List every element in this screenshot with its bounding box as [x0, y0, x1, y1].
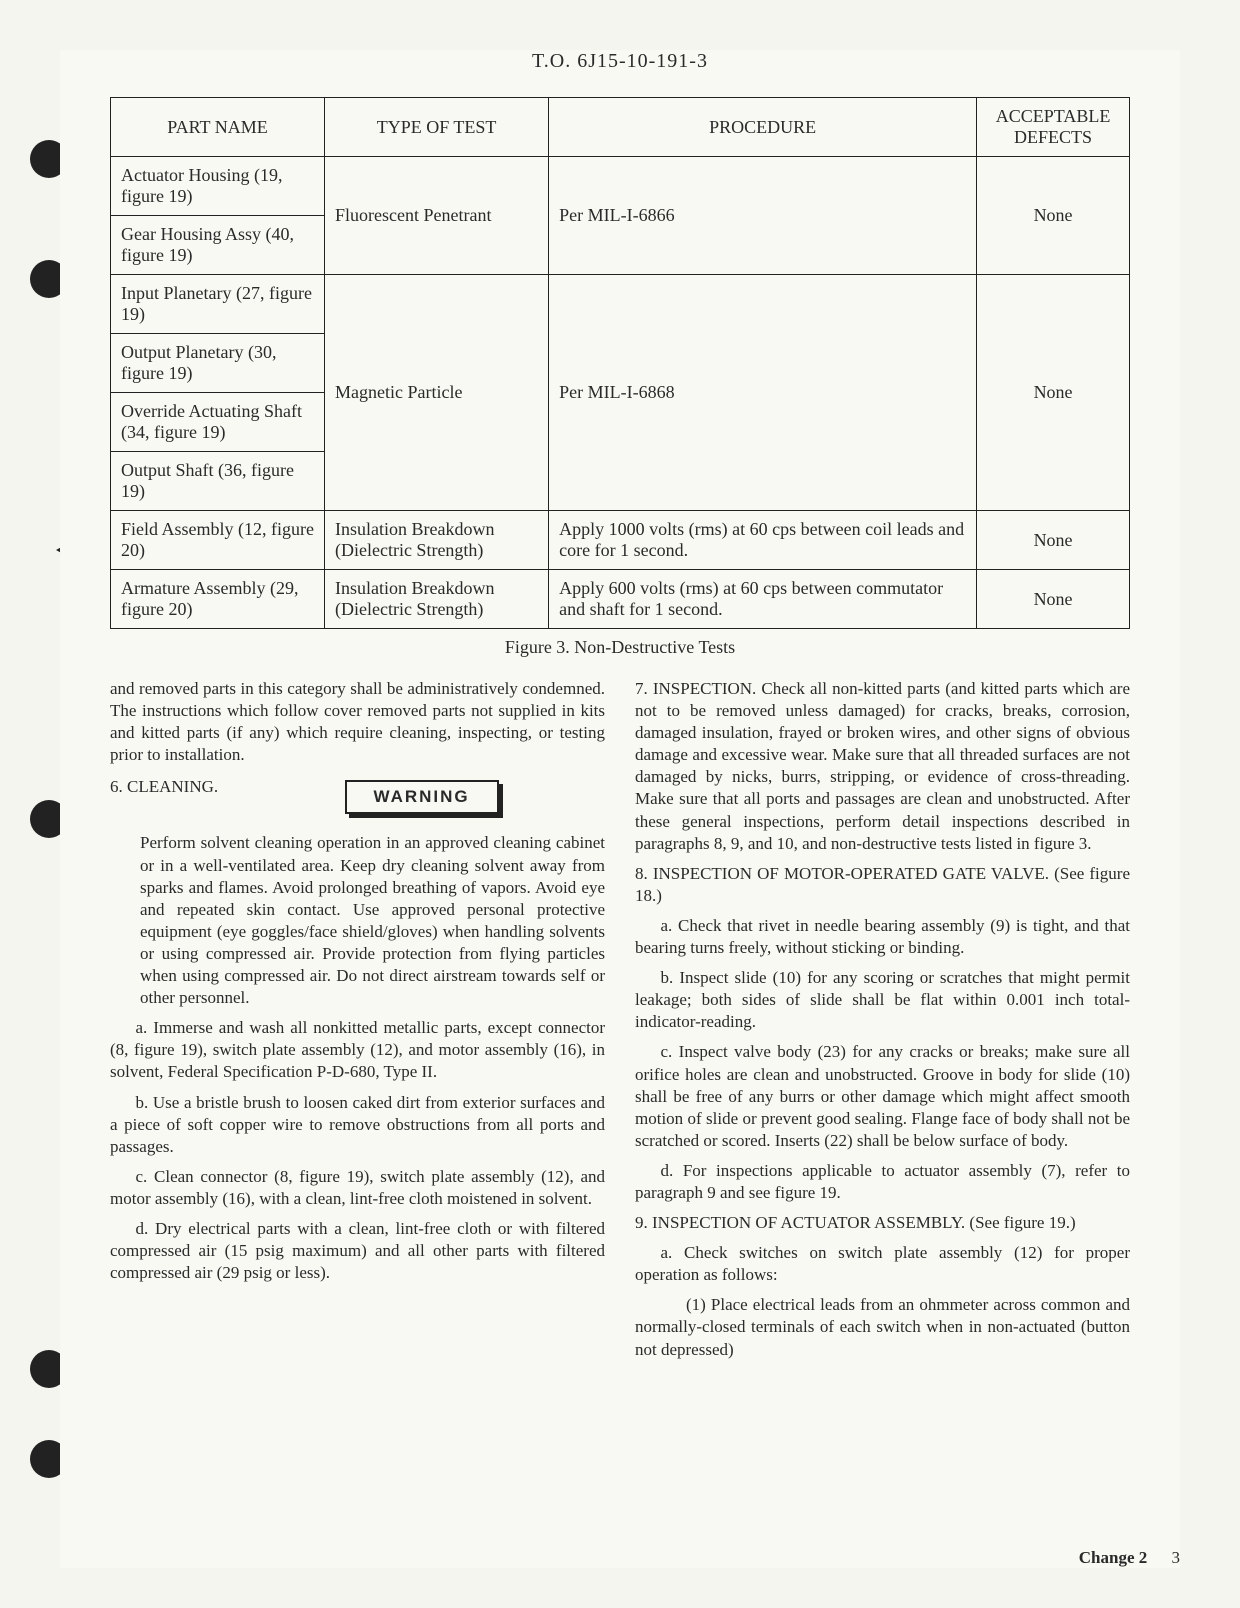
cell-defects: None	[977, 157, 1130, 275]
col-type-of-test: TYPE OF TEST	[324, 98, 548, 157]
cell-part-name: Gear Housing Assy (40, figure 19)	[111, 216, 325, 275]
cell-test-type: Insulation Breakdown (Dielectric Strengt…	[324, 570, 548, 629]
document-number: T.O. 6J15-10-191-3	[60, 50, 1180, 73]
table-body: Actuator Housing (19, figure 19)Fluoresc…	[111, 157, 1130, 629]
para-7: 7. INSPECTION. Check all non-kitted part…	[635, 678, 1130, 855]
body-columns: and removed parts in this category shall…	[110, 670, 1130, 1369]
non-destructive-tests-table: PART NAME TYPE OF TEST PROCEDURE ACCEPTA…	[110, 97, 1130, 629]
para-6c: c. Clean connector (8, figure 19), switc…	[110, 1166, 605, 1210]
page-content: T.O. 6J15-10-191-3 PART NAME TYPE OF TES…	[60, 50, 1180, 1568]
page-number: 3	[1172, 1548, 1181, 1567]
section-6-title: 6. CLEANING. WARNING	[110, 776, 605, 824]
intro-para: and removed parts in this category shall…	[110, 678, 605, 766]
para-8b: b. Inspect slide (10) for any scoring or…	[635, 967, 1130, 1033]
warning-text: Perform solvent cleaning operation in an…	[140, 832, 605, 1009]
table-row: Actuator Housing (19, figure 19)Fluoresc…	[111, 157, 1130, 216]
table-row: Input Planetary (27, figure 19)Magnetic …	[111, 275, 1130, 334]
cell-part-name: Armature Assembly (29, figure 20)	[111, 570, 325, 629]
section-9-title: 9. INSPECTION OF ACTUATOR ASSEMBLY. (See…	[635, 1212, 1130, 1234]
table-header-row: PART NAME TYPE OF TEST PROCEDURE ACCEPTA…	[111, 98, 1130, 157]
table-row: Field Assembly (12, figure 20)Insulation…	[111, 511, 1130, 570]
col-part-name: PART NAME	[111, 98, 325, 157]
cell-part-name: Override Actuating Shaft (34, figure 19)	[111, 393, 325, 452]
cell-part-name: Input Planetary (27, figure 19)	[111, 275, 325, 334]
table-row: Armature Assembly (29, figure 20)Insulat…	[111, 570, 1130, 629]
section-8-title: 8. INSPECTION OF MOTOR-OPERATED GATE VAL…	[635, 863, 1130, 907]
cell-test-type: Fluorescent Penetrant	[324, 157, 548, 275]
para-9a: a. Check switches on switch plate assemb…	[635, 1242, 1130, 1286]
col-procedure: PROCEDURE	[549, 98, 977, 157]
cell-procedure: Apply 600 volts (rms) at 60 cps between …	[549, 570, 977, 629]
change-number: Change 2	[1079, 1548, 1147, 1567]
cell-procedure: Per MIL-I-6866	[549, 157, 977, 275]
cell-part-name: Field Assembly (12, figure 20)	[111, 511, 325, 570]
para-9a1: (1) Place electrical leads from an ohmme…	[635, 1294, 1130, 1360]
para-8d: d. For inspections applicable to actuato…	[635, 1160, 1130, 1204]
cell-procedure: Per MIL-I-6868	[549, 275, 977, 511]
cell-defects: None	[977, 570, 1130, 629]
para-6b: b. Use a bristle brush to loosen caked d…	[110, 1092, 605, 1158]
cell-part-name: Actuator Housing (19, figure 19)	[111, 157, 325, 216]
col-acceptable-defects: ACCEPTABLE DEFECTS	[977, 98, 1130, 157]
cell-part-name: Output Planetary (30, figure 19)	[111, 334, 325, 393]
para-6a: a. Immerse and wash all nonkitted metall…	[110, 1017, 605, 1083]
warning-box: WARNING	[345, 780, 499, 814]
para-8c: c. Inspect valve body (23) for any crack…	[635, 1041, 1130, 1151]
cell-defects: None	[977, 511, 1130, 570]
figure-caption: Figure 3. Non-Destructive Tests	[60, 637, 1180, 658]
para-6d: d. Dry electrical parts with a clean, li…	[110, 1218, 605, 1284]
cell-part-name: Output Shaft (36, figure 19)	[111, 452, 325, 511]
para-8a: a. Check that rivet in needle bearing as…	[635, 915, 1130, 959]
cell-procedure: Apply 1000 volts (rms) at 60 cps between…	[549, 511, 977, 570]
cell-test-type: Magnetic Particle	[324, 275, 548, 511]
cell-test-type: Insulation Breakdown (Dielectric Strengt…	[324, 511, 548, 570]
cell-defects: None	[977, 275, 1130, 511]
page-footer: Change 2 3	[1079, 1548, 1180, 1568]
left-column: and removed parts in this category shall…	[110, 670, 605, 1369]
right-column: 7. INSPECTION. Check all non-kitted part…	[635, 670, 1130, 1369]
